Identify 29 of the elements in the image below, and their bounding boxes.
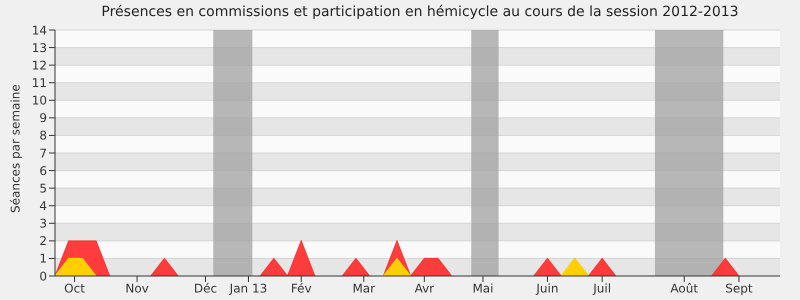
x-tick-label: Sept [725,282,753,296]
x-tick-label: Juin [535,282,558,296]
chart-title: Présences en commissions et participation en hémicycle au cours de la session 2012-2013 [100,3,740,22]
y-tick-label: 14 [32,23,47,38]
y-tick-label: 13 [32,40,47,55]
y-tick-label: 6 [39,164,47,178]
x-tick-label: Déc [194,282,218,296]
x-tick-label: Juil [592,282,612,296]
y-tick-label: 10 [32,94,47,108]
x-tick-label: Août [670,282,698,296]
x-tick-label: Jan 13 [228,282,268,296]
y-tick-label: 4 [39,198,47,213]
x-tick-label: Nov [125,282,149,296]
y-tick-label: 2 [39,234,47,248]
x-tick-label: Avr [414,282,434,296]
y-tick-label: 9 [39,111,47,126]
x-tick-label: Oct [64,282,86,296]
y-tick-label: 0 [39,269,47,284]
x-tick-label: Fév [290,282,312,296]
y-tick-label: 5 [39,181,47,196]
x-tick-label: Mar [352,282,376,296]
y-tick-label: 1 [39,252,47,266]
y-tick-label: 7 [39,146,47,160]
y-tick-label: 11 [32,76,47,90]
x-tick-label: Mai [472,282,494,296]
y-tick-label: 12 [32,58,47,72]
y-axis-title: Séances par semaine [8,84,22,213]
y-tick-label: 3 [39,216,47,231]
y-tick-label: 8 [39,128,47,143]
